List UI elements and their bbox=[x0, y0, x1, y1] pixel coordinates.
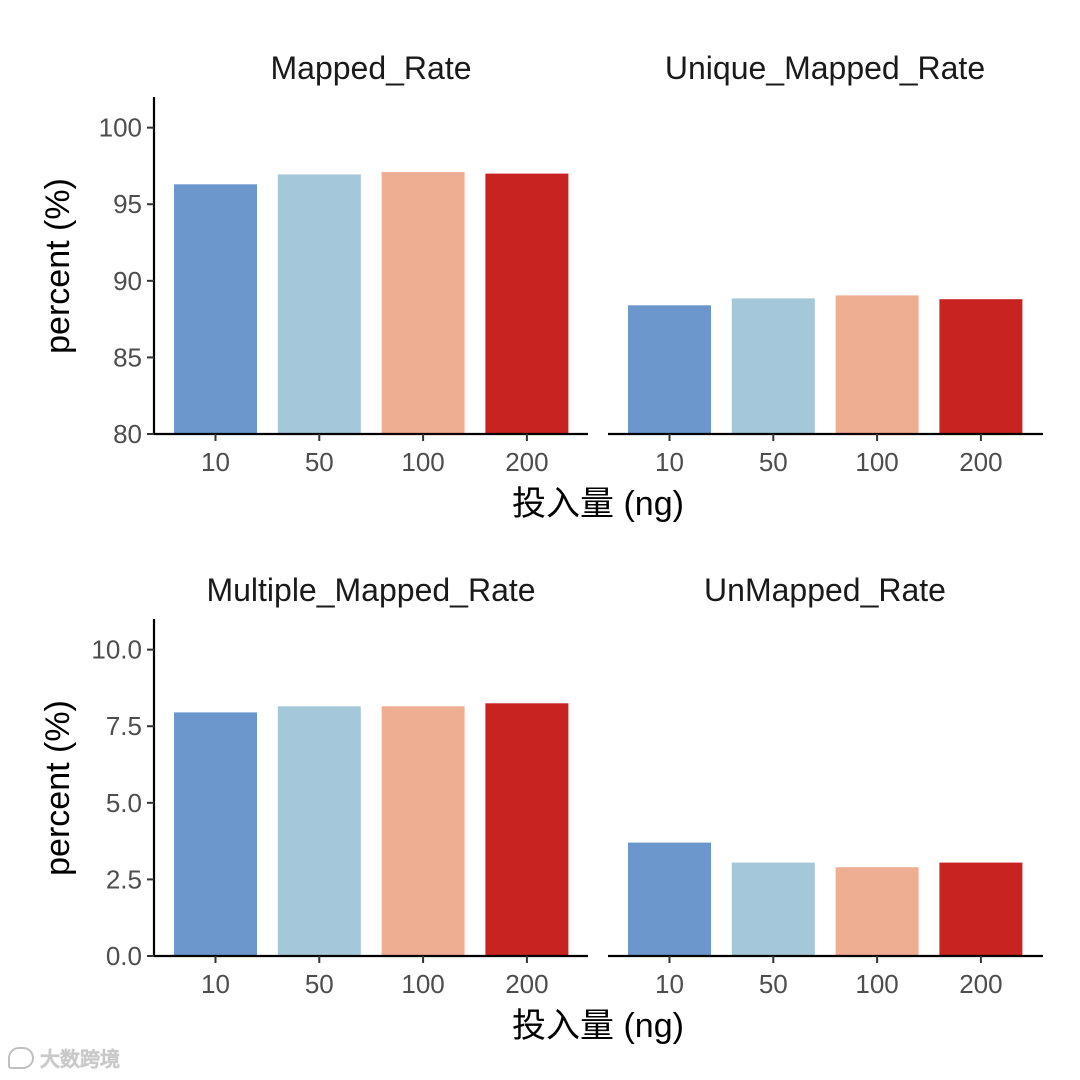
panel-multiple-mapped-rate: Multiple_Mapped_Rate 0.0 2.5 5.0 7.5 10.0 10… bbox=[91, 572, 588, 999]
bar-group bbox=[628, 842, 1023, 956]
x-tick-label: 10 bbox=[201, 969, 230, 999]
bar-50 bbox=[277, 706, 361, 956]
bar-200 bbox=[939, 299, 1023, 434]
x-tick-label: 100 bbox=[855, 447, 898, 477]
x-tick-label: 100 bbox=[401, 969, 444, 999]
bar-100 bbox=[381, 706, 465, 956]
bar-10 bbox=[628, 305, 711, 434]
x-tick-label: 100 bbox=[401, 447, 444, 477]
y-tick-label: 80 bbox=[113, 419, 142, 449]
x-tick-label: 200 bbox=[505, 447, 548, 477]
y-axis: 80 85 90 95 100 bbox=[99, 97, 156, 449]
bar-50 bbox=[731, 862, 815, 956]
y-axis-title: percent (%) bbox=[39, 700, 77, 876]
bar-10 bbox=[628, 842, 711, 956]
bar-100 bbox=[381, 172, 465, 434]
bar-group bbox=[174, 172, 569, 434]
bar-200 bbox=[939, 862, 1023, 956]
bar-200 bbox=[485, 703, 569, 957]
x-axis: 10 50 100 200 bbox=[608, 432, 1043, 477]
panel-unmapped-rate: UnMapped_Rate 10 50 100 200 bbox=[608, 572, 1043, 999]
bar-10 bbox=[174, 184, 257, 434]
panel-mapped-rate: Mapped_Rate 80 85 90 95 100 10 50 100 200 bbox=[99, 50, 588, 477]
y-axis: 0.0 2.5 5.0 7.5 10.0 bbox=[91, 619, 156, 971]
x-tick-label: 10 bbox=[201, 447, 230, 477]
x-axis-title: 投入量 (ng) bbox=[512, 485, 684, 523]
y-tick-label: 90 bbox=[113, 266, 142, 296]
facet-title-multiple-mapped-rate: Multiple_Mapped_Rate bbox=[206, 572, 535, 608]
x-tick-label: 10 bbox=[655, 447, 684, 477]
watermark-text: 大数跨境 bbox=[40, 1047, 120, 1071]
facet-title-mapped-rate: Mapped_Rate bbox=[270, 50, 471, 86]
x-tick-label: 100 bbox=[855, 969, 898, 999]
x-axis: 10 50 100 200 bbox=[154, 954, 588, 999]
bar-group bbox=[628, 295, 1023, 434]
panel-unique-mapped-rate: Unique_Mapped_Rate 10 50 100 200 bbox=[608, 50, 1043, 477]
chat-bubble-icon bbox=[8, 1046, 34, 1069]
y-tick-label: 5.0 bbox=[106, 788, 142, 818]
y-axis-title: percent (%) bbox=[39, 178, 77, 354]
x-tick-label: 50 bbox=[305, 447, 334, 477]
bar-10 bbox=[174, 712, 257, 956]
x-tick-label: 200 bbox=[959, 969, 1002, 999]
bar-group bbox=[174, 703, 569, 957]
x-tick-label: 50 bbox=[759, 447, 788, 477]
bar-200 bbox=[485, 173, 569, 434]
facet-title-unmapped-rate: UnMapped_Rate bbox=[704, 572, 946, 608]
x-tick-label: 50 bbox=[759, 969, 788, 999]
x-axis: 10 50 100 200 bbox=[154, 432, 588, 477]
y-tick-label: 2.5 bbox=[106, 864, 142, 894]
bar-50 bbox=[277, 174, 361, 434]
y-tick-label: 85 bbox=[113, 342, 142, 372]
x-axis-title: 投入量 (ng) bbox=[512, 1007, 684, 1045]
bar-50 bbox=[731, 298, 815, 434]
x-tick-label: 200 bbox=[505, 969, 548, 999]
row-top: Mapped_Rate 80 85 90 95 100 10 50 100 200 Uniqu… bbox=[39, 50, 1043, 523]
y-tick-label: 100 bbox=[99, 113, 142, 143]
x-tick-label: 10 bbox=[655, 969, 684, 999]
watermark: 大数跨境 bbox=[8, 1043, 120, 1072]
bar-100 bbox=[835, 867, 919, 956]
y-tick-label: 7.5 bbox=[106, 711, 142, 741]
x-axis: 10 50 100 200 bbox=[608, 954, 1043, 999]
y-tick-label: 10.0 bbox=[91, 635, 142, 665]
x-tick-label: 200 bbox=[959, 447, 1002, 477]
y-tick-label: 0.0 bbox=[106, 941, 142, 971]
facet-title-unique-mapped-rate: Unique_Mapped_Rate bbox=[665, 50, 985, 86]
row-bottom: Multiple_Mapped_Rate 0.0 2.5 5.0 7.5 10.0 10… bbox=[39, 572, 1043, 1045]
y-tick-label: 95 bbox=[113, 189, 142, 219]
x-tick-label: 50 bbox=[305, 969, 334, 999]
bar-100 bbox=[835, 295, 919, 434]
